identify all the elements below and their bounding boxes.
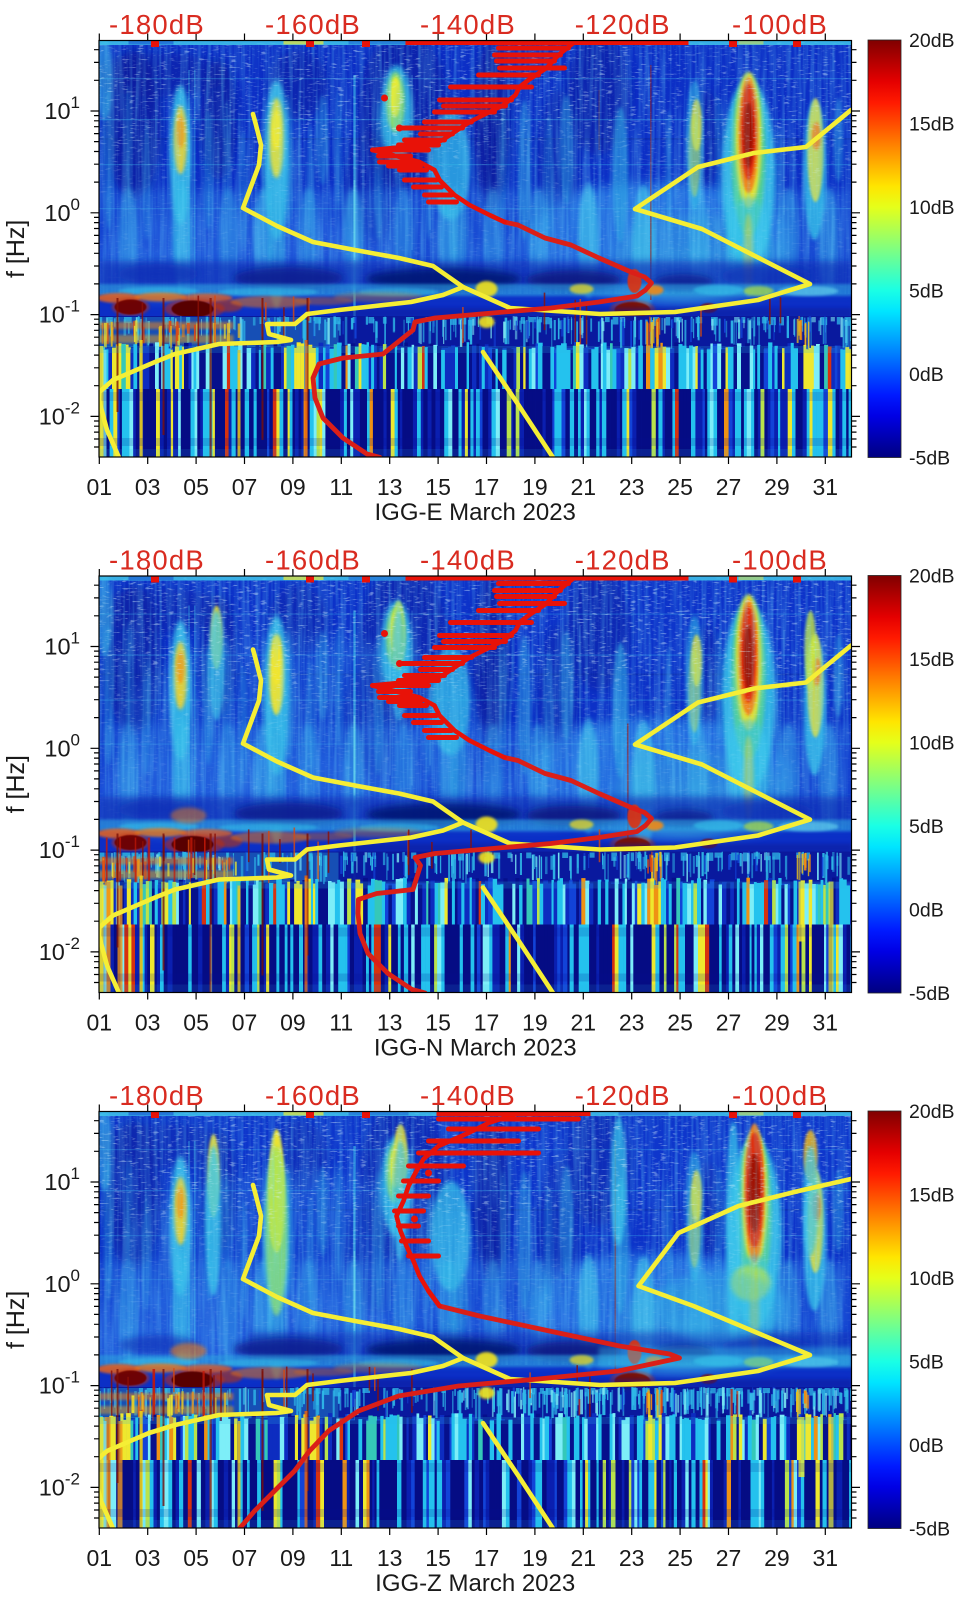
svg-text:-180dB: -180dB xyxy=(109,9,205,40)
svg-text:17: 17 xyxy=(474,1545,500,1571)
svg-text:15: 15 xyxy=(425,1545,451,1571)
svg-text:11: 11 xyxy=(329,1010,353,1036)
svg-text:-140dB: -140dB xyxy=(420,9,516,40)
svg-text:11: 11 xyxy=(329,1545,353,1571)
svg-text:31: 31 xyxy=(813,1010,839,1036)
svg-text:09: 09 xyxy=(280,474,306,500)
svg-text:23: 23 xyxy=(619,474,645,500)
svg-text:-160dB: -160dB xyxy=(265,545,361,576)
svg-text:-120dB: -120dB xyxy=(575,9,671,40)
svg-text:-100dB: -100dB xyxy=(732,1080,828,1111)
svg-text:11: 11 xyxy=(329,474,353,500)
svg-text:10-1: 10-1 xyxy=(39,297,80,328)
svg-text:01: 01 xyxy=(87,474,113,500)
svg-text:-5dB: -5dB xyxy=(909,448,950,470)
svg-text:17: 17 xyxy=(474,474,500,500)
svg-text:29: 29 xyxy=(764,1010,790,1036)
svg-text:-140dB: -140dB xyxy=(420,1080,516,1111)
svg-text:-160dB: -160dB xyxy=(265,1080,361,1111)
svg-text:15dB: 15dB xyxy=(909,114,955,136)
svg-text:01: 01 xyxy=(87,1010,113,1036)
svg-text:-120dB: -120dB xyxy=(575,545,671,576)
svg-text:10dB: 10dB xyxy=(909,197,955,219)
svg-text:13: 13 xyxy=(377,1010,403,1036)
svg-text:21: 21 xyxy=(571,1545,597,1571)
svg-text:13: 13 xyxy=(377,474,403,500)
svg-text:27: 27 xyxy=(716,1545,742,1571)
svg-text:15dB: 15dB xyxy=(909,1185,955,1207)
svg-text:-140dB: -140dB xyxy=(420,545,516,576)
svg-text:IGG-Z March 2023: IGG-Z March 2023 xyxy=(375,1570,575,1597)
svg-text:-180dB: -180dB xyxy=(109,545,205,576)
svg-text:f [Hz]: f [Hz] xyxy=(2,755,30,813)
svg-text:31: 31 xyxy=(813,1545,839,1571)
svg-text:10dB: 10dB xyxy=(909,1268,955,1290)
svg-text:-5dB: -5dB xyxy=(909,1519,950,1541)
svg-text:29: 29 xyxy=(764,1545,790,1571)
svg-text:09: 09 xyxy=(280,1010,306,1036)
svg-text:0dB: 0dB xyxy=(909,364,944,386)
svg-text:20dB: 20dB xyxy=(909,566,955,588)
svg-text:-120dB: -120dB xyxy=(575,1080,671,1111)
svg-text:23: 23 xyxy=(619,1010,645,1036)
svg-text:21: 21 xyxy=(571,474,597,500)
svg-text:-160dB: -160dB xyxy=(265,9,361,40)
svg-text:05: 05 xyxy=(183,474,209,500)
svg-text:19: 19 xyxy=(522,1545,548,1571)
svg-text:29: 29 xyxy=(764,474,790,500)
svg-text:-180dB: -180dB xyxy=(109,1080,205,1111)
svg-text:20dB: 20dB xyxy=(909,30,955,52)
svg-text:10dB: 10dB xyxy=(909,733,955,755)
svg-text:25: 25 xyxy=(667,1010,693,1036)
svg-text:-100dB: -100dB xyxy=(732,545,828,576)
svg-text:03: 03 xyxy=(135,1010,161,1036)
svg-text:f [Hz]: f [Hz] xyxy=(2,220,30,278)
svg-text:10-2: 10-2 xyxy=(39,1469,80,1500)
svg-text:23: 23 xyxy=(619,1545,645,1571)
svg-text:15dB: 15dB xyxy=(909,649,955,671)
svg-text:f [Hz]: f [Hz] xyxy=(2,1291,30,1349)
svg-text:27: 27 xyxy=(716,474,742,500)
svg-text:03: 03 xyxy=(135,474,161,500)
svg-text:05: 05 xyxy=(183,1010,209,1036)
svg-text:20dB: 20dB xyxy=(909,1101,955,1123)
svg-text:10-1: 10-1 xyxy=(39,832,80,863)
svg-text:15: 15 xyxy=(425,1010,451,1036)
svg-text:-100dB: -100dB xyxy=(732,9,828,40)
svg-text:0dB: 0dB xyxy=(909,1435,944,1457)
svg-text:-5dB: -5dB xyxy=(909,983,950,1005)
svg-text:07: 07 xyxy=(232,1545,258,1571)
svg-text:13: 13 xyxy=(377,1545,403,1571)
svg-text:5dB: 5dB xyxy=(909,816,944,838)
svg-text:IGG-N March 2023: IGG-N March 2023 xyxy=(374,1035,577,1062)
svg-text:07: 07 xyxy=(232,1010,258,1036)
svg-text:07: 07 xyxy=(232,474,258,500)
svg-text:15: 15 xyxy=(425,474,451,500)
svg-text:19: 19 xyxy=(522,1010,548,1036)
svg-text:27: 27 xyxy=(716,1010,742,1036)
svg-text:25: 25 xyxy=(667,474,693,500)
svg-text:25: 25 xyxy=(667,1545,693,1571)
svg-text:05: 05 xyxy=(183,1545,209,1571)
svg-text:5dB: 5dB xyxy=(909,281,944,303)
svg-text:5dB: 5dB xyxy=(909,1352,944,1374)
svg-text:01: 01 xyxy=(87,1545,113,1571)
svg-text:31: 31 xyxy=(813,474,839,500)
svg-text:IGG-E March 2023: IGG-E March 2023 xyxy=(374,499,575,526)
svg-text:09: 09 xyxy=(280,1545,306,1571)
svg-text:19: 19 xyxy=(522,474,548,500)
svg-text:03: 03 xyxy=(135,1545,161,1571)
svg-text:0dB: 0dB xyxy=(909,900,944,922)
svg-text:17: 17 xyxy=(474,1010,500,1036)
svg-text:21: 21 xyxy=(571,1010,597,1036)
